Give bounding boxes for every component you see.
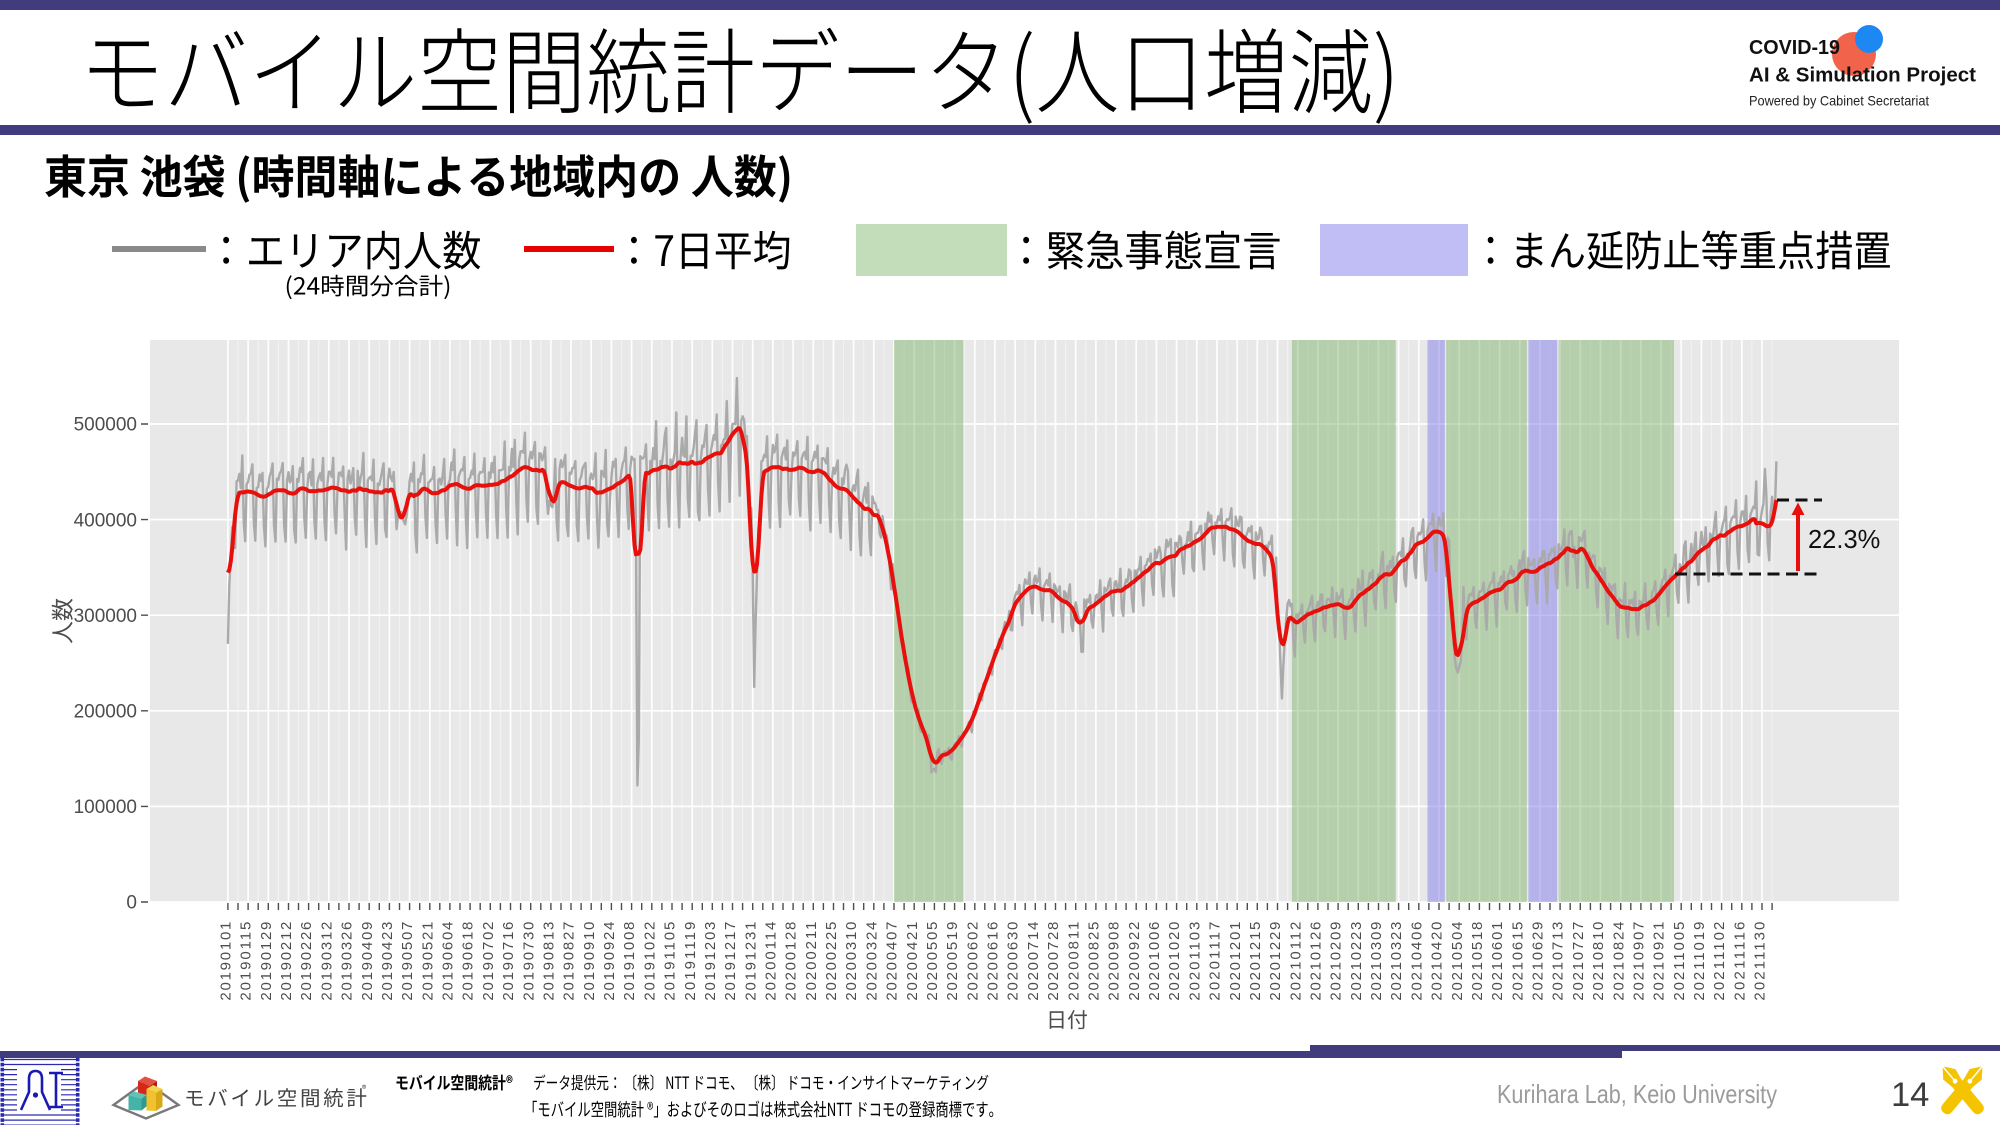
svg-text:20210615: 20210615: [1509, 922, 1526, 1001]
svg-text:20210504: 20210504: [1449, 922, 1466, 1001]
svg-text:20200714: 20200714: [1025, 922, 1042, 1001]
svg-text:20210126: 20210126: [1308, 922, 1325, 1001]
svg-text:20210209: 20210209: [1328, 922, 1345, 1001]
svg-text:20200421: 20200421: [904, 922, 921, 1001]
svg-text:20190813: 20190813: [541, 922, 558, 1001]
svg-text:20190618: 20190618: [460, 922, 477, 1001]
svg-text:20200128: 20200128: [783, 922, 800, 1001]
svg-text:20201201: 20201201: [1227, 922, 1244, 1001]
svg-text:20190702: 20190702: [480, 922, 497, 1001]
svg-text:20190423: 20190423: [379, 922, 396, 1001]
svg-text:20201215: 20201215: [1247, 922, 1264, 1001]
svg-text:20190129: 20190129: [258, 922, 275, 1001]
svg-text:20210420: 20210420: [1429, 922, 1446, 1001]
svg-text:20190326: 20190326: [339, 922, 356, 1001]
svg-text:20191203: 20191203: [702, 922, 719, 1001]
svg-text:AI & Simulation Project: AI & Simulation Project: [1749, 65, 1976, 87]
svg-text:20200825: 20200825: [1086, 922, 1103, 1001]
svg-text:20190716: 20190716: [500, 922, 517, 1001]
svg-text:20190101: 20190101: [218, 922, 235, 1001]
svg-text:20210810: 20210810: [1590, 922, 1607, 1001]
svg-text:20200505: 20200505: [924, 922, 941, 1001]
svg-text:20200630: 20200630: [1005, 922, 1022, 1001]
svg-text:20210309: 20210309: [1368, 922, 1385, 1001]
svg-text:20190827: 20190827: [561, 922, 578, 1001]
svg-text:20191217: 20191217: [722, 922, 739, 1001]
svg-text:20191119: 20191119: [682, 922, 699, 1001]
svg-text:20190521: 20190521: [419, 922, 436, 1001]
svg-text:20200922: 20200922: [1126, 922, 1143, 1001]
svg-text:20190312: 20190312: [318, 922, 335, 1001]
svg-text:100000: 100000: [74, 797, 137, 818]
svg-text:20200310: 20200310: [843, 922, 860, 1001]
svg-text:20200602: 20200602: [964, 922, 981, 1001]
svg-text:Kurihara Lab, Keio University: Kurihara Lab, Keio University: [1497, 1079, 1777, 1109]
svg-text:20190409: 20190409: [359, 922, 376, 1001]
svg-text:20210518: 20210518: [1469, 922, 1486, 1001]
svg-text:20190226: 20190226: [298, 922, 315, 1001]
svg-text:20200324: 20200324: [863, 922, 880, 1001]
svg-text:20190924: 20190924: [601, 922, 618, 1001]
svg-text:14: 14: [1891, 1076, 1929, 1114]
svg-text:20210629: 20210629: [1530, 922, 1547, 1001]
svg-text:20201229: 20201229: [1267, 922, 1284, 1001]
svg-text:500000: 500000: [74, 415, 137, 436]
svg-text:20190507: 20190507: [399, 922, 416, 1001]
svg-text:20200519: 20200519: [944, 922, 961, 1001]
svg-text:20210824: 20210824: [1610, 922, 1627, 1001]
svg-text:22.3%: 22.3%: [1808, 526, 1880, 554]
svg-text:20200728: 20200728: [1045, 922, 1062, 1001]
svg-text:20210907: 20210907: [1631, 922, 1648, 1001]
svg-text:20200908: 20200908: [1106, 922, 1123, 1001]
svg-text:20200225: 20200225: [823, 922, 840, 1001]
svg-text:20210323: 20210323: [1388, 922, 1405, 1001]
svg-text:20191022: 20191022: [641, 922, 658, 1001]
svg-text:200000: 200000: [74, 702, 137, 723]
svg-text:20200616: 20200616: [985, 922, 1002, 1001]
svg-text:20191231: 20191231: [742, 922, 759, 1001]
svg-text:20191008: 20191008: [621, 922, 638, 1001]
svg-text:0: 0: [126, 893, 137, 914]
svg-text:20210601: 20210601: [1489, 922, 1506, 1001]
svg-text:Powered by Cabinet Secretariat: Powered by Cabinet Secretariat: [1749, 93, 1929, 109]
svg-text:20190604: 20190604: [440, 922, 457, 1001]
svg-text:20201020: 20201020: [1166, 922, 1183, 1001]
svg-text:20210406: 20210406: [1408, 922, 1425, 1001]
svg-text:300000: 300000: [74, 606, 137, 627]
svg-text:20210921: 20210921: [1651, 922, 1668, 1001]
svg-text:20190730: 20190730: [520, 922, 537, 1001]
svg-text:20201117: 20201117: [1207, 922, 1224, 1001]
svg-text:20210223: 20210223: [1348, 922, 1365, 1001]
svg-text:20200407: 20200407: [884, 922, 901, 1001]
svg-text:20210713: 20210713: [1550, 922, 1567, 1001]
svg-text:20210727: 20210727: [1570, 922, 1587, 1001]
svg-text:20211005: 20211005: [1671, 922, 1688, 1001]
svg-text:20190212: 20190212: [278, 922, 295, 1001]
svg-text:20211019: 20211019: [1691, 922, 1708, 1001]
svg-text:20190910: 20190910: [581, 922, 598, 1001]
svg-text:COVID-19: COVID-19: [1749, 37, 1840, 59]
svg-text:20201006: 20201006: [1146, 922, 1163, 1001]
svg-text:400000: 400000: [74, 510, 137, 531]
